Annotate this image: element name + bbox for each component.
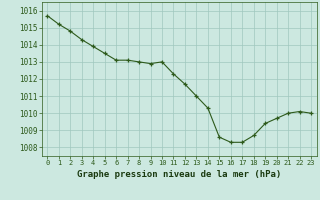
X-axis label: Graphe pression niveau de la mer (hPa): Graphe pression niveau de la mer (hPa) <box>77 170 281 179</box>
